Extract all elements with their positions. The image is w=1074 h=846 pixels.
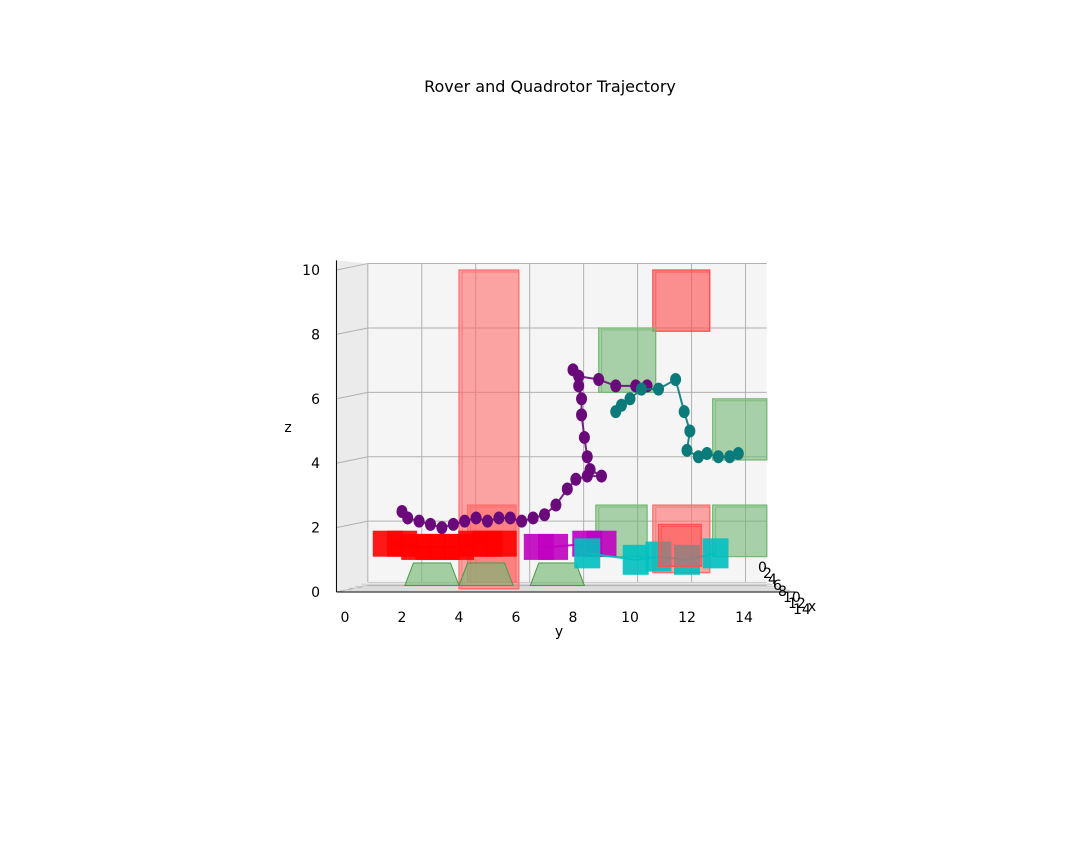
z-tick-label: 10	[302, 263, 320, 279]
x-tick-label: 6	[773, 578, 782, 594]
y-tick-label: 2	[398, 610, 407, 626]
rover-pose	[574, 538, 601, 569]
y-tick-label: 6	[512, 610, 521, 626]
rover-pose	[538, 533, 569, 560]
goal-box	[598, 327, 657, 393]
y-tick-label: 0	[341, 610, 350, 626]
axis-labels: y z x	[284, 420, 816, 640]
trajectory-point	[550, 498, 562, 512]
trajectory-point	[593, 372, 605, 386]
grid-line-side	[336, 391, 368, 400]
trajectory-point	[615, 398, 627, 412]
trajectory-point	[539, 508, 550, 522]
trajectory-point	[470, 511, 482, 525]
trajectory-point	[732, 447, 744, 461]
chart-title: Rover and Quadrotor Trajectory	[424, 77, 676, 96]
z-tick-label: 2	[311, 521, 320, 537]
trajectory-point	[527, 511, 539, 525]
obstacle-boxes-front	[657, 523, 702, 567]
trajectory-point	[413, 514, 425, 528]
trajectory-point	[578, 430, 590, 444]
rover-pose	[622, 544, 649, 575]
trajectory-point	[724, 450, 736, 464]
trajectory-point	[516, 514, 528, 528]
trajectory-point	[701, 447, 713, 461]
trajectory-point	[561, 482, 573, 496]
trajectory-point	[425, 517, 436, 531]
x-tick-label: 2	[763, 566, 772, 582]
trajectory-point	[493, 511, 505, 525]
z-tick-label: 4	[311, 456, 320, 472]
side-pane	[336, 260, 368, 592]
trajectory-point	[712, 450, 724, 464]
grid-line-side	[336, 327, 368, 335]
z-tick-label: 0	[311, 585, 320, 601]
trajectory-point	[459, 514, 471, 528]
trajectory-point	[482, 514, 493, 528]
trajectory-point	[581, 450, 593, 464]
rover-pose	[702, 538, 729, 569]
trajectories	[372, 363, 744, 575]
grid-line-side	[336, 456, 368, 464]
y-tick-label: 4	[455, 610, 464, 626]
y-axis-label: y	[555, 624, 563, 640]
axis-lines	[335, 260, 796, 593]
trajectory-point	[504, 511, 516, 525]
goal-plate	[458, 562, 514, 587]
grid-line-side	[336, 520, 368, 529]
trajectory-point	[576, 392, 588, 406]
trajectory-point	[576, 408, 588, 422]
rover-pose	[486, 530, 517, 557]
trajectory-point	[692, 450, 704, 464]
z-axis-label: z	[284, 420, 291, 436]
goal-plate	[404, 562, 460, 587]
obstacle-box	[652, 269, 711, 332]
trajectory-point	[624, 392, 636, 406]
trajectory-point	[584, 463, 596, 477]
z-tick-label: 8	[311, 327, 320, 343]
y-tick-label: 12	[678, 610, 696, 626]
trajectory-point	[596, 469, 607, 483]
y-tick-label: 10	[621, 610, 639, 626]
x-tick-label: 10	[783, 590, 801, 606]
z-tick-label: 6	[311, 392, 320, 408]
trajectory-point	[402, 511, 414, 525]
x-tick-label: 14	[793, 602, 811, 618]
trajectory-point	[573, 379, 585, 393]
x-tick-label: 12	[788, 596, 806, 612]
trajectory-point	[436, 521, 448, 535]
obstacle-box	[657, 523, 702, 567]
trajectory-point	[681, 443, 693, 457]
trajectory-point	[678, 405, 690, 419]
trajectory-point	[670, 372, 682, 386]
x-tick-label: 8	[778, 584, 787, 600]
y-tick-label: 14	[735, 610, 753, 626]
trajectory-point	[573, 369, 585, 383]
trajectory-point	[610, 379, 622, 393]
trajectory-point	[447, 517, 459, 531]
trajectory-point	[570, 472, 582, 486]
trajectory-point	[684, 424, 696, 438]
x-tick-label: 0	[758, 560, 767, 576]
trajectory-point	[635, 382, 647, 396]
x-axis-label: x	[808, 599, 816, 615]
y-tick-label: 8	[569, 610, 578, 626]
x-tick-label: 4	[768, 572, 777, 588]
grid-line-side	[336, 263, 368, 271]
trajectory-point	[653, 382, 664, 396]
